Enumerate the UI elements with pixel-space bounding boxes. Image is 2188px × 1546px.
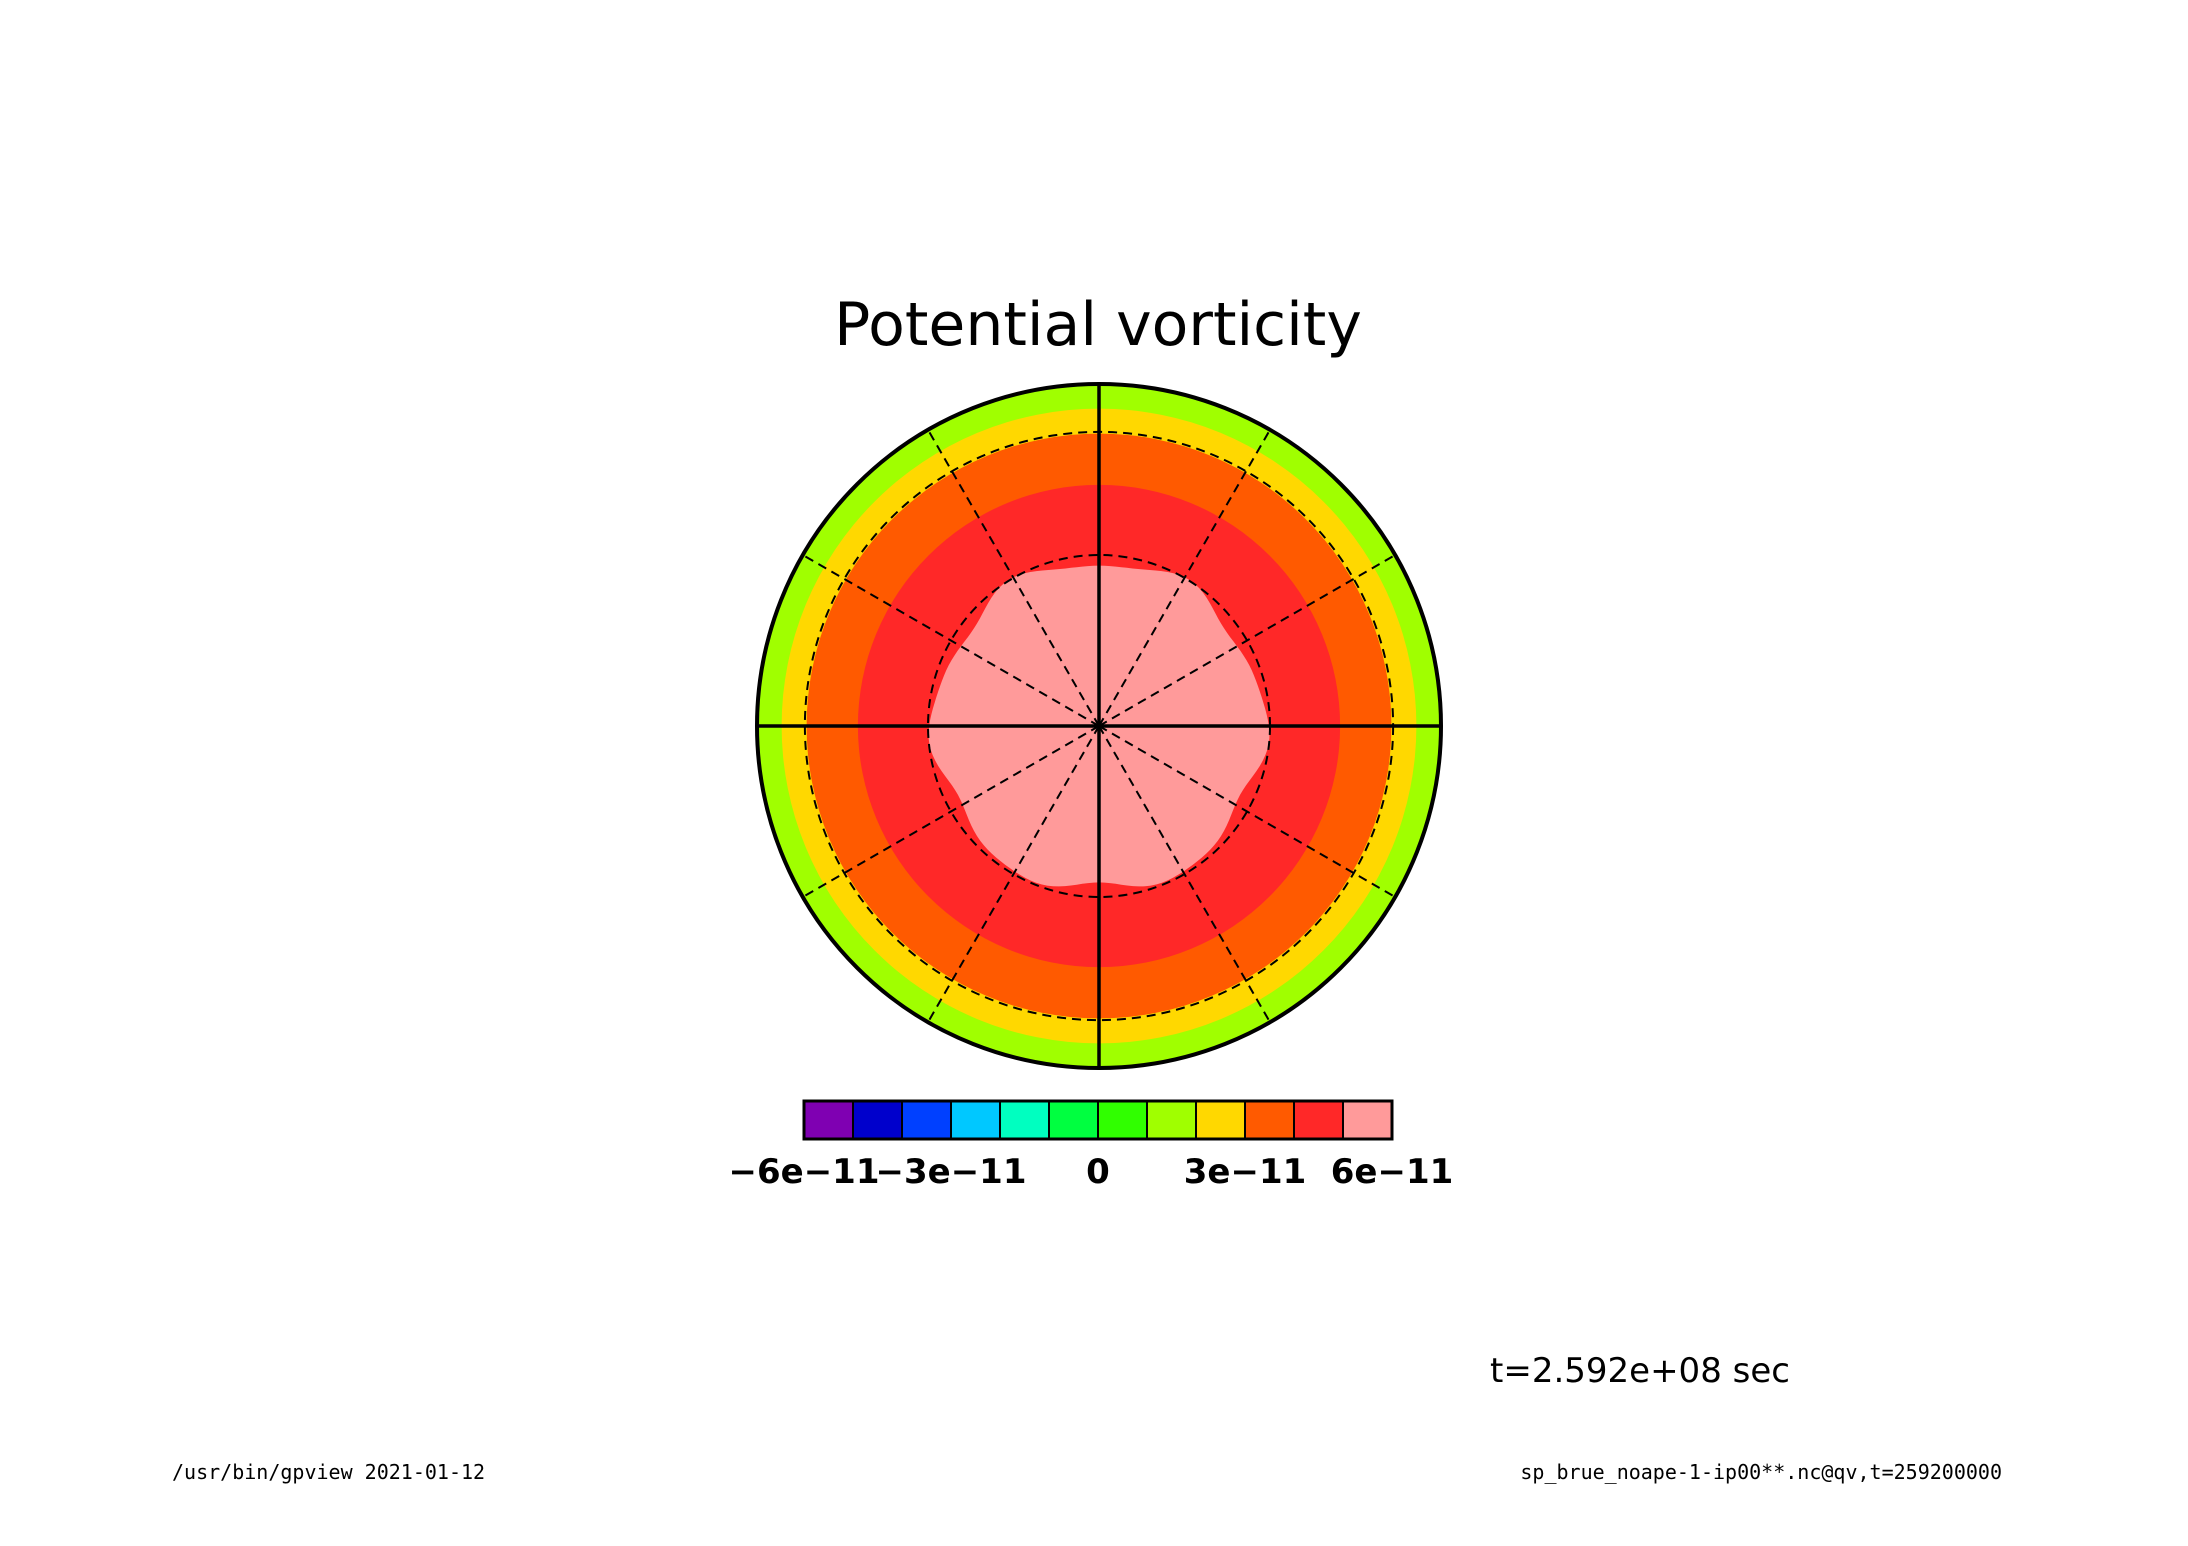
colorbar-tick-4: 6e−11 [1331,1152,1454,1192]
colorbar-tick-1: −3e−11 [875,1152,1026,1192]
colorbar-frame [802,1099,1394,1141]
meridian-120 [1098,725,1396,898]
colorbar-swatch-4 [999,1100,1050,1140]
meridian-330 [927,429,1100,727]
colorbar-swatch-0 [803,1100,854,1140]
colorbar-swatch-7 [1146,1100,1197,1140]
time-label: t=2.592e+08 sec [1490,1351,1790,1391]
colorbar-tick-3: 3e−11 [1184,1152,1307,1192]
colorbar [802,1099,1394,1141]
footer-right: sp_brue_noape-1-ip00**.nc@qv,t=259200000 [1520,1460,2002,1484]
colorbar-swatch-8 [1195,1100,1246,1140]
footer-left: /usr/bin/gpview 2021-01-12 [172,1460,485,1484]
colorbar-tick-labels: −6e−11−3e−11 0 3e−11 6e−11 [728,1152,1453,1192]
chart-title: Potential vorticity [834,290,1362,360]
meridian-210 [927,725,1100,1023]
colorbar-swatch-11 [1342,1100,1393,1140]
colorbar-tick-0: −6e−11 [728,1152,879,1192]
colorbar-tick-2: 0 [1086,1152,1110,1192]
meridian-240 [802,725,1100,898]
meridian-60 [1098,554,1396,727]
meridian-300 [802,554,1100,727]
meridian-30 [1098,429,1271,727]
colorbar-swatch-9 [1244,1100,1295,1140]
meridian-150 [1098,725,1271,1023]
colorbar-swatch-1 [852,1100,903,1140]
colorbar-swatch-5 [1048,1100,1099,1140]
colorbar-swatch-2 [901,1100,952,1140]
colorbar-swatch-6 [1097,1100,1148,1140]
disk-outline [755,382,1443,1070]
polar-disk [755,382,1443,1070]
colorbar-swatch-10 [1293,1100,1344,1140]
colorbar-swatch-3 [950,1100,1001,1140]
